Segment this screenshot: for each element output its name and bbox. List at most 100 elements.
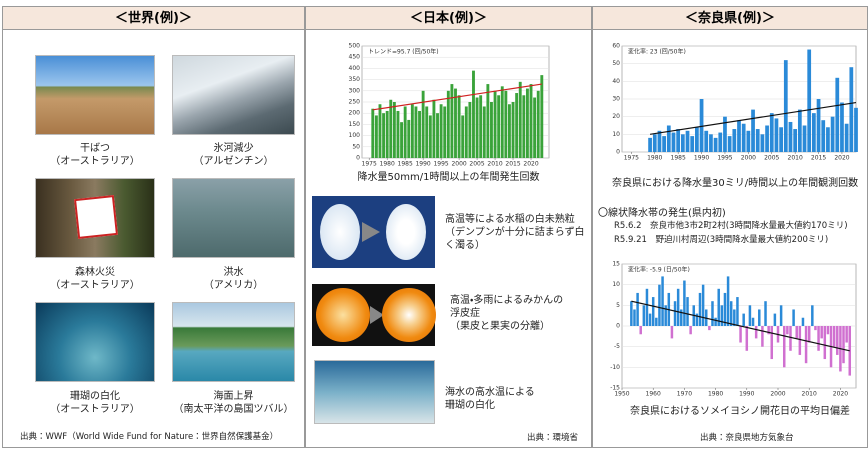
bar [677,289,679,326]
y-tick-label: 100 [349,132,361,139]
bar [824,326,826,359]
y-tick-label: 200 [349,110,361,117]
x-tick-label: 2010 [487,161,502,168]
bar [699,293,701,326]
bar [789,122,793,152]
bar [704,131,708,152]
x-tick-label: 2000 [741,155,756,162]
bar [812,113,816,152]
bar [454,89,457,158]
photo-sublabel: （南太平洋の島国ツバル） [160,403,307,416]
bar [695,127,699,152]
bar [808,326,810,343]
x-tick-label: 1960 [646,391,661,398]
photo [312,284,435,346]
x-tick-label: 1980 [708,391,723,398]
bar [775,118,779,152]
y-tick-label: 30 [612,96,620,103]
y-tick-label: 500 [349,43,361,50]
bar [375,115,378,158]
bar [389,100,392,158]
bar [497,95,500,158]
bar [447,91,450,158]
bar [468,102,471,158]
bar [686,297,688,326]
bar [386,111,389,158]
x-tick-label: 1995 [433,161,448,168]
y-tick-label: 40 [612,78,620,85]
bar [662,136,666,152]
bar [786,326,788,334]
bar [831,117,835,152]
bar [537,91,540,158]
bar [371,109,374,158]
photo-sublabel: （アルゼンチン） [172,155,295,168]
column-header: ＜世界(例)＞ [2,6,305,30]
bar [792,309,794,326]
bar [742,314,744,326]
photo-sublabel: （オーストラリア） [35,155,155,168]
bar [849,67,853,152]
y-tick-label: 150 [349,121,361,128]
bar [630,301,632,326]
bar [833,326,835,347]
bar [422,91,425,158]
x-tick-label: 1990 [415,161,430,168]
photo-label: 干ばつ [35,142,155,155]
photo [35,302,155,382]
bar [440,104,443,158]
x-tick-label: 2020 [523,161,538,168]
bar [732,129,736,152]
bar [817,99,821,152]
bar [761,326,763,347]
bar [533,98,536,158]
x-tick-label: 1975 [362,161,377,168]
chart-caption: 奈良県におけるソメイヨシノ開花日の平均日偏差 [630,405,850,418]
bar [411,104,414,158]
bar [771,326,773,359]
item-text: （デンプンが十分に詰まらず白 [445,226,585,239]
bar [512,102,515,158]
photo-sublabel: （オーストラリア） [35,279,155,292]
bar [494,91,497,158]
bar [504,91,507,158]
bar [736,297,738,326]
photo [314,360,435,424]
bar [519,82,522,158]
chart: 0102030405060197519801985199019952000200… [600,42,862,164]
item-text: 珊瑚の白化 [445,399,495,412]
chart-caption: 奈良県における降水量30ミリ/時間以上の年間観測回数 [612,177,858,190]
x-tick-label: 1985 [398,161,413,168]
bar [639,326,641,334]
photo [172,55,295,135]
bar [443,106,446,158]
bar [811,305,813,326]
x-tick-label: 1990 [739,391,754,398]
bar [842,326,844,363]
bar [746,131,750,152]
bar [486,84,489,158]
bar [415,106,418,158]
bar [718,133,722,152]
y-tick-label: -10 [610,364,620,371]
bar [758,309,760,326]
item-text: （果皮と果実の分離） [450,320,550,333]
bar [820,326,822,338]
y-tick-label: 400 [349,65,361,72]
bar [393,102,396,158]
bar [643,305,645,326]
bar [765,126,769,153]
bar [658,131,662,152]
bar [730,301,732,326]
bar [526,89,529,158]
bar [845,124,849,152]
bar [432,100,435,158]
bar [479,95,482,158]
bar [671,326,673,338]
bar [658,285,660,326]
photo [172,302,295,382]
bar [784,60,788,152]
bar [826,127,830,152]
item-text: 浮皮症 [450,307,480,320]
bar [793,129,797,152]
